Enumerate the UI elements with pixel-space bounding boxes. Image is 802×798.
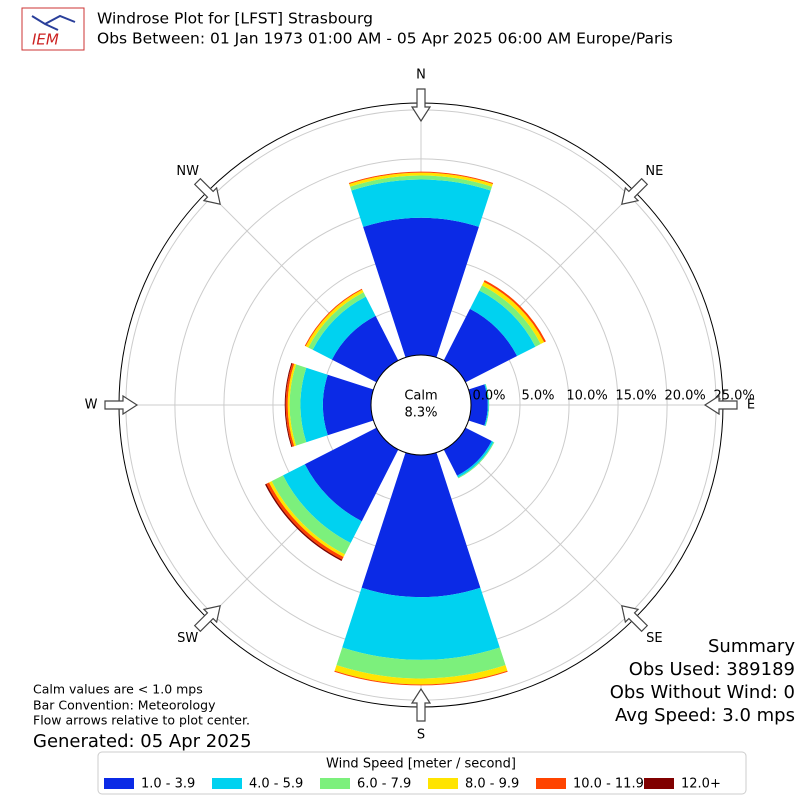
legend-label: 6.0 - 7.9 [357,777,411,792]
calm-circle [370,354,472,456]
legend-swatch [212,778,242,789]
wedge [485,383,490,427]
flow-arrow [703,394,738,416]
direction-label: NW [176,164,199,179]
legend-swatch [536,778,566,789]
chart-title: Windrose Plot for [LFST] Strasbourg [97,10,373,28]
plot: Calm 8.3% 0.0% 5.0% 10.0% 15.0% 20.0% 25.0% N NE E… [85,68,756,743]
legend-label: 12.0+ [681,777,721,792]
wedge [289,364,307,446]
wedge [361,452,481,598]
flow-arrow [621,605,649,633]
r-tick-label: 0.0% [472,389,505,404]
wedge [342,587,500,660]
legend-label: 10.0 - 11.9 [573,777,644,792]
r-tick-label: 10.0% [566,389,607,404]
calm-value: 8.3% [404,406,437,421]
legend-label: 4.0 - 5.9 [249,777,303,792]
flow-arrow [104,394,139,416]
generated: Generated: 05 Apr 2025 [33,731,252,752]
summary-title: Summary [708,636,795,657]
flow-arrow [621,177,649,205]
flow-arrow-shape [193,605,221,633]
r-tick-label: 15.0% [615,389,656,404]
flow-arrow-shape [410,687,432,722]
flow-arrow [410,687,432,722]
wedge [457,441,494,478]
logo-lines [31,14,76,31]
direction-label: E [747,398,755,413]
flow-arrow-shape [703,394,738,416]
flow-arrow-shape [410,88,432,123]
wedge [363,217,479,358]
wedge [300,367,328,443]
direction-label: S [417,728,425,743]
legend-title: Wind Speed [meter / second] [326,757,516,772]
flow-arrow-shape [621,177,649,205]
wedge [322,374,374,436]
wedge [443,427,492,476]
flow-arrow [193,177,221,205]
wedge [468,384,488,426]
calm-label: Calm [404,389,437,404]
wedge [481,281,545,345]
logo-frame [21,7,85,51]
wedge [469,290,536,357]
wedge [336,647,506,679]
wedge [284,362,293,448]
wedge [282,464,362,544]
wedge [285,363,295,447]
wedge [308,292,366,350]
wedge [334,670,508,686]
spoke [456,440,635,619]
wedge [351,179,491,227]
summary-line: Obs Used: 389189 [629,659,795,680]
flow-arrow [410,88,432,123]
note: Flow arrows relative to plot center. [33,713,250,728]
legend-label: 8.0 - 9.9 [465,777,519,792]
flow-arrow [193,605,221,633]
legend-swatch [320,778,350,789]
flow-arrow-shape [621,605,649,633]
wedge [331,315,399,383]
wedge [479,285,541,347]
wedge [271,475,351,555]
logo-text: IEM [32,31,59,49]
r-tick-label: 20.0% [664,389,705,404]
wedge [443,308,518,383]
wedge [350,175,492,191]
legend: 1.0 - 3.9 4.0 - 5.9 6.0 - 7.9 8.0 - 9.9 10.0… [104,777,721,792]
legend-swatch [644,778,674,789]
wedge [484,384,489,426]
wedge [287,363,297,447]
note: Calm values are < 1.0 mps [33,682,203,697]
note: Bar Convention: Meteorology [33,698,216,713]
direction-label: NE [645,164,663,179]
summary-line: Avg Speed: 3.0 mps [615,705,795,726]
legend-label: 1.0 - 3.9 [141,777,195,792]
flow-arrow-shape [193,177,221,205]
r-tick-label: 5.0% [522,389,555,404]
direction-label: SE [646,631,662,646]
direction-label: W [85,398,98,413]
flow-arrow-shape [104,394,139,416]
summary-line: Obs Without Wind: 0 [610,682,795,703]
wedge [334,665,508,685]
legend-swatch [428,778,458,789]
direction-label: N [416,68,426,83]
direction-label: SW [177,631,198,646]
wedge [304,427,399,522]
wedge [349,172,493,187]
logo: IEM [21,7,85,51]
wedge [348,171,494,184]
legend-box [97,751,747,795]
legend-swatch [104,778,134,789]
chart-subtitle: Obs Between: 01 Jan 1973 01:00 AM - 05 A… [97,30,673,48]
r-tick-label: 25.0% [713,389,754,404]
wedge [312,296,376,360]
